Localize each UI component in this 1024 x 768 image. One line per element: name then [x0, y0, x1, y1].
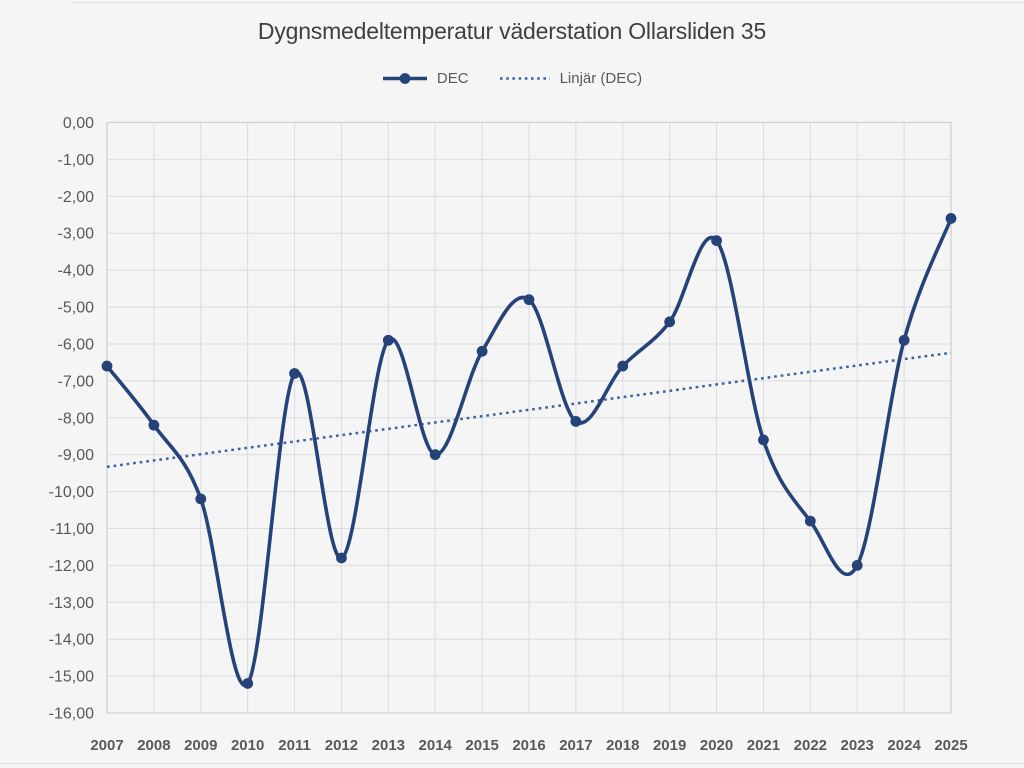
x-axis-tick-label: 2010: [231, 737, 264, 754]
data-point-marker-2015[interactable]: [476, 345, 488, 357]
data-point-marker-2025[interactable]: [945, 213, 957, 224]
x-axis-tick-label: 2021: [747, 737, 780, 754]
y-axis-tick-label: -5,00: [58, 300, 95, 317]
x-axis-tick-label: 2019: [653, 737, 686, 754]
data-point-marker-2022[interactable]: [804, 515, 816, 527]
chart-title[interactable]: Dygnsmedeltemperatur väderstation Ollars…: [257, 18, 767, 44]
data-point-marker-2013[interactable]: [382, 334, 394, 346]
legend-label-linjar: Linjär (DEC): [559, 70, 643, 87]
x-axis-tick-label: 2014: [419, 737, 453, 754]
y-axis-tick-label: -15,00: [49, 669, 94, 686]
y-axis-tick-label: -9,00: [58, 447, 95, 464]
x-axis-tick-label: 2022: [794, 737, 827, 754]
data-point-marker-2021[interactable]: [758, 434, 769, 446]
window-top-edge: [70, 2, 1024, 3]
data-point-marker-2010[interactable]: [242, 678, 254, 689]
x-axis-tick-label: 2018: [606, 737, 639, 754]
window-bottom-edge: [0, 763, 1024, 764]
y-axis-tick-label: -1,00: [58, 152, 95, 169]
y-axis-tick-label: -3,00: [58, 226, 95, 243]
legend-label-dec: DEC: [436, 70, 469, 87]
data-point-marker-2012[interactable]: [336, 552, 347, 564]
y-axis-tick-label: -8,00: [58, 410, 95, 427]
x-axis-tick-label: 2007: [90, 737, 123, 754]
x-axis-tick-label: 2008: [137, 737, 170, 754]
x-axis-tick-label: 2025: [934, 737, 967, 754]
legend-item-linjar[interactable]: Linjär (DEC): [499, 70, 643, 87]
y-axis-tick-label: -13,00: [49, 595, 94, 612]
y-axis-tick-label: -14,00: [49, 632, 94, 649]
y-axis-tick-label: -10,00: [49, 484, 94, 501]
y-axis-tick-label: -16,00: [49, 706, 94, 723]
x-axis-tick-label: 2015: [465, 737, 498, 754]
y-axis-tick-label: -6,00: [58, 336, 95, 353]
data-point-marker-2024[interactable]: [898, 334, 910, 346]
x-axis-tick-label: 2013: [372, 737, 405, 754]
data-point-marker-2016[interactable]: [523, 294, 535, 306]
data-point-marker-2008[interactable]: [148, 419, 160, 431]
data-point-marker-2023[interactable]: [851, 559, 863, 571]
x-axis-tick-label: 2017: [559, 737, 592, 754]
chart-legend: DEC Linjär (DEC): [0, 70, 1024, 87]
y-axis-tick-label: 0,00: [63, 115, 94, 132]
data-point-marker-2014[interactable]: [429, 449, 441, 461]
legend-item-dec[interactable]: DEC: [382, 70, 469, 87]
x-axis-tick-label: 2012: [325, 737, 358, 754]
x-axis-tick-label: 2024: [887, 737, 921, 754]
data-point-marker-2007[interactable]: [101, 360, 113, 372]
y-axis-tick-label: -11,00: [50, 521, 94, 538]
data-point-marker-2019[interactable]: [664, 316, 676, 328]
x-axis-tick-label: 2020: [700, 737, 733, 754]
x-axis-tick-label: 2016: [512, 737, 545, 754]
dotted-line-icon: [499, 77, 550, 80]
data-point-marker-2020[interactable]: [711, 235, 722, 247]
data-point-marker-2011[interactable]: [289, 368, 300, 379]
x-axis-tick-label: 2023: [841, 737, 874, 754]
x-axis-tick-label: 2011: [278, 737, 311, 754]
x-axis-tick-label: 2009: [184, 737, 217, 754]
y-axis-tick-label: -7,00: [58, 373, 95, 390]
data-point-marker-2017[interactable]: [570, 416, 582, 427]
line-with-marker-icon: [382, 73, 427, 84]
y-axis-tick-label: -4,00: [58, 263, 95, 280]
data-point-marker-2009[interactable]: [195, 493, 207, 505]
y-axis-tick-label: -2,00: [58, 189, 95, 206]
data-point-marker-2018[interactable]: [617, 360, 629, 372]
plot-area-border: [106, 121, 952, 714]
y-axis-tick-label: -12,00: [49, 558, 94, 575]
